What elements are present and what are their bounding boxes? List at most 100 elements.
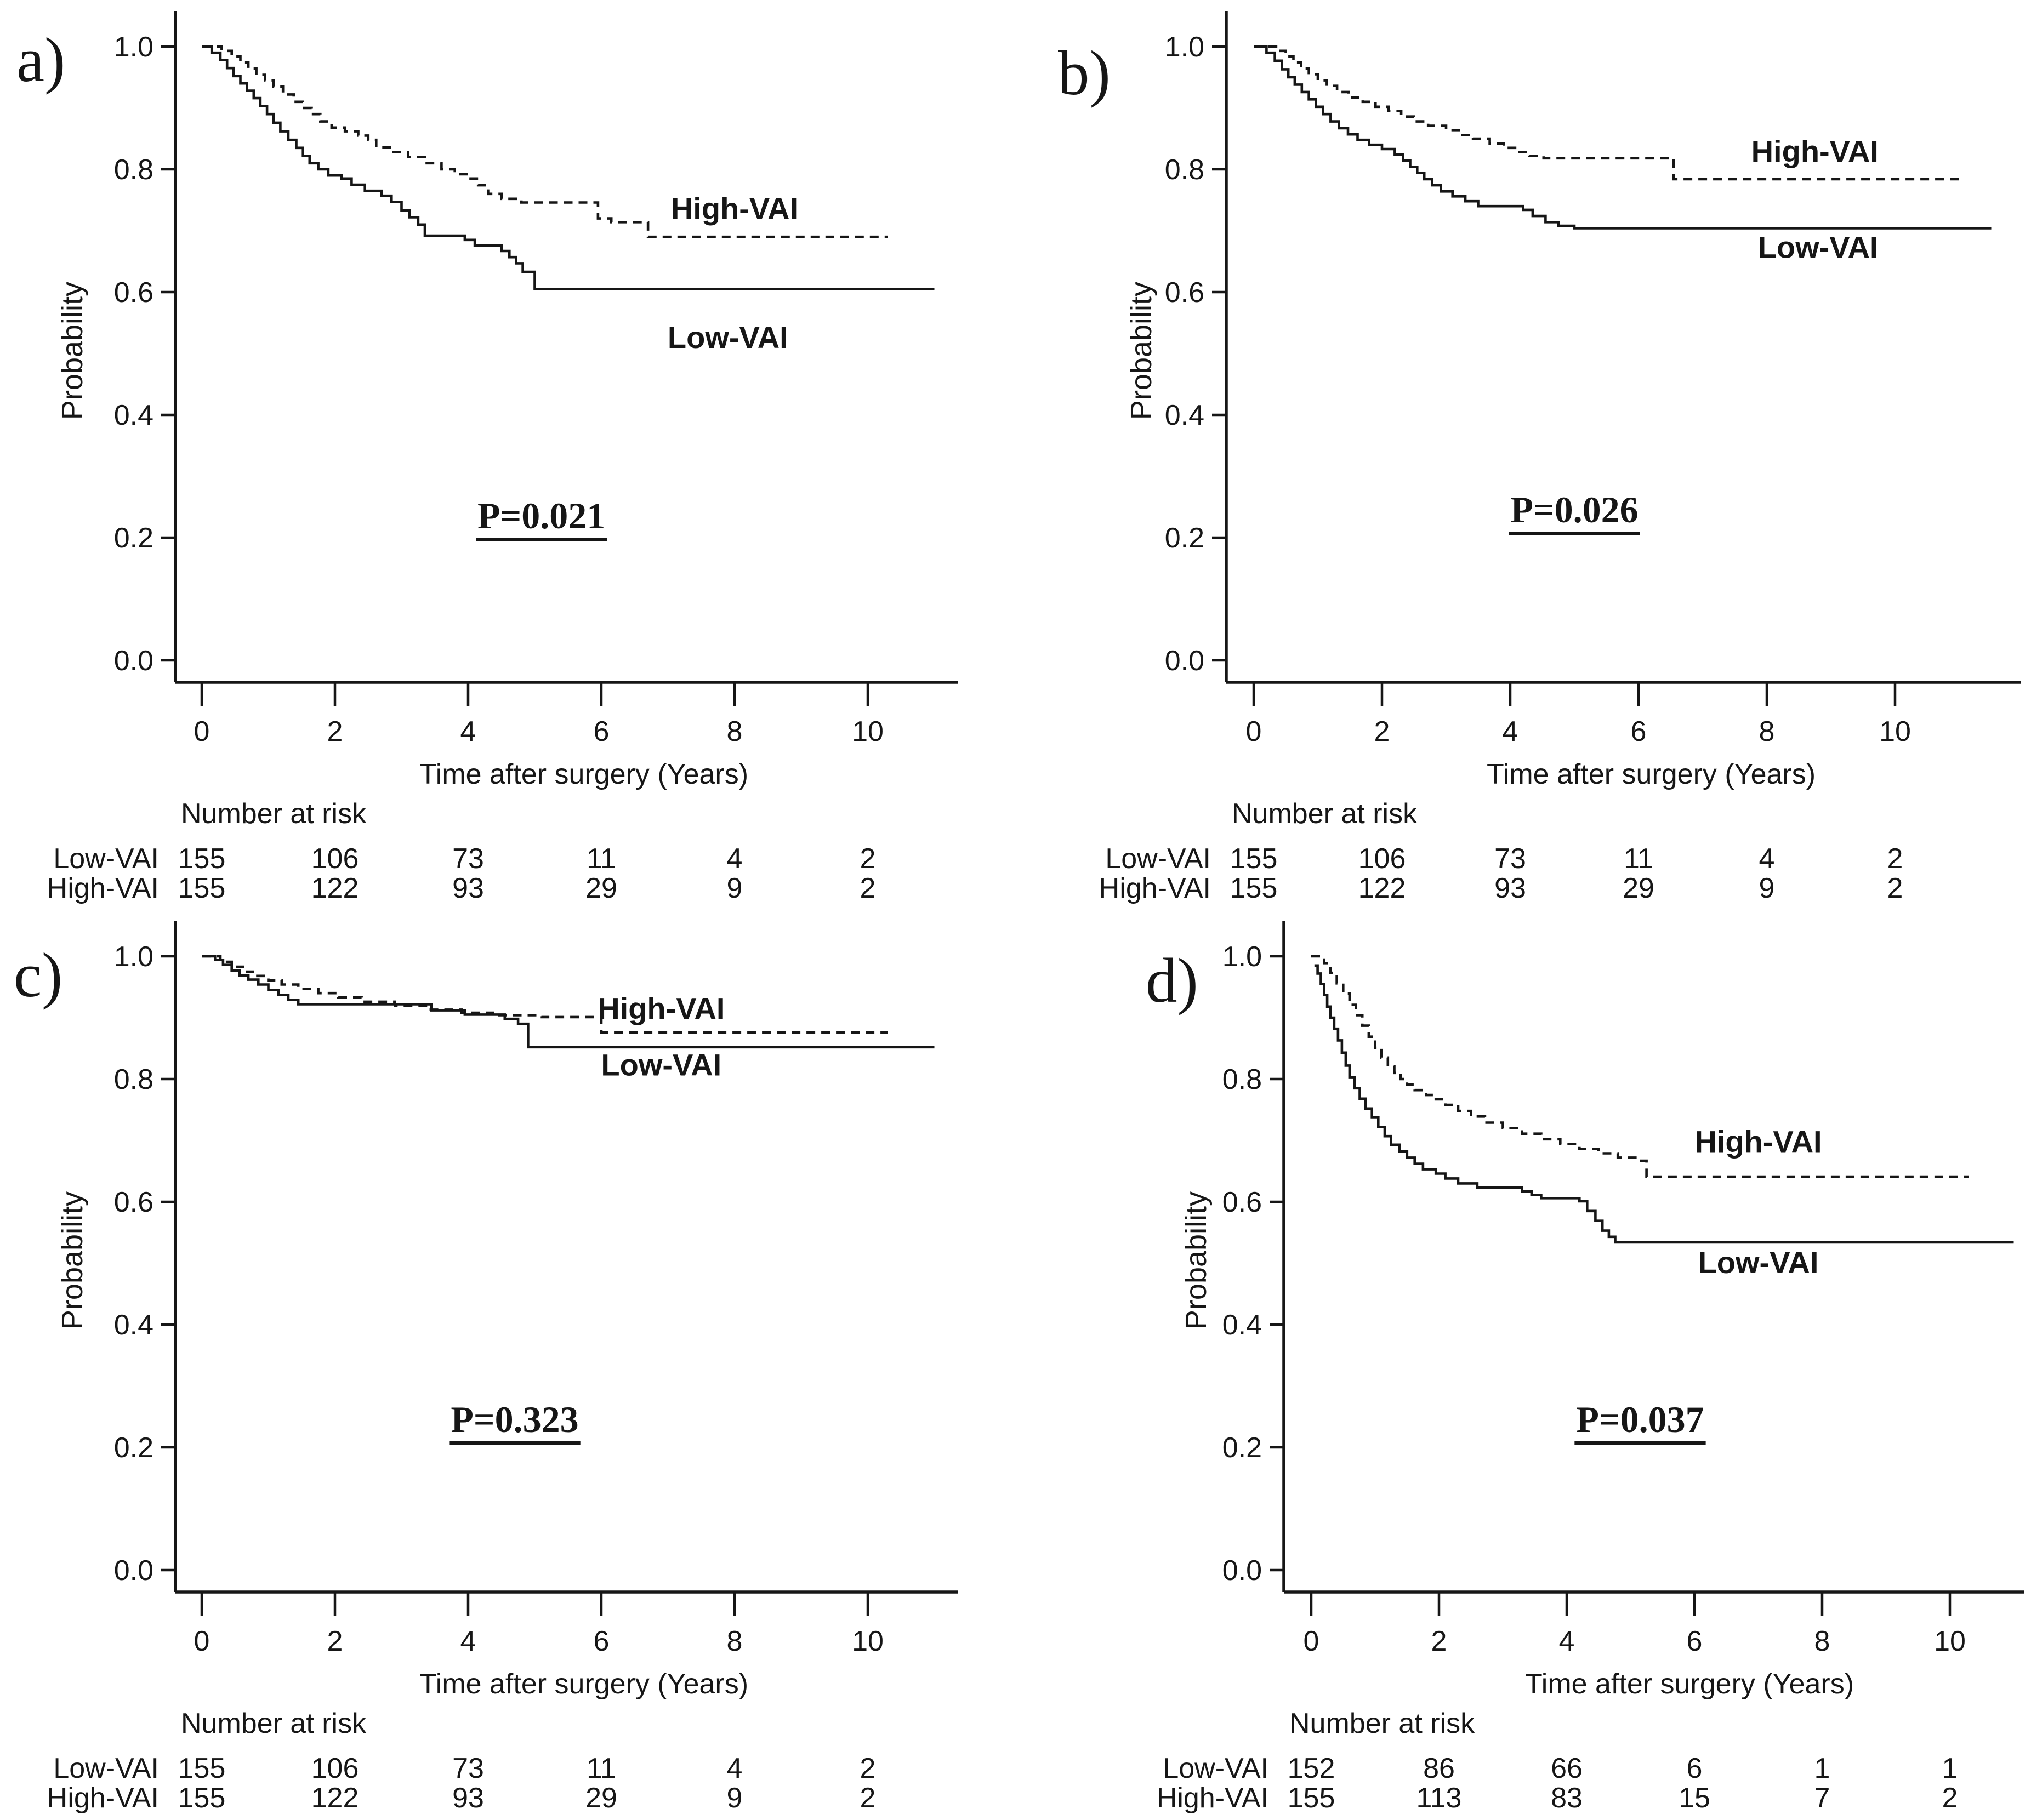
risk-value: 2 — [860, 872, 876, 904]
risk-value: 1 — [1814, 1753, 1830, 1784]
y-tick-label: 1.0 — [1165, 31, 1204, 63]
high-vai-curve — [202, 955, 888, 1034]
x-axis-title: Time after surgery (Years) — [419, 1668, 748, 1700]
x-tick-label: 0 — [1246, 716, 1262, 748]
p-value-label: P=0.323 — [451, 1399, 578, 1440]
y-tick-label: 0.8 — [114, 1064, 153, 1096]
y-tick-label: 0.2 — [114, 522, 153, 554]
x-tick-label: 10 — [1879, 716, 1911, 748]
x-tick-label: 2 — [327, 716, 343, 748]
y-tick-label: 0.2 — [1165, 522, 1204, 554]
km-plot-svg-c: c) 1.0 0.8 0.6 0.4 0.2 0.0 0 2 4 6 8 10 Probability Ti… — [14, 921, 958, 1814]
x-tick-label: 8 — [727, 716, 743, 748]
risk-value: 73 — [452, 843, 484, 875]
risk-value: 122 — [1358, 872, 1406, 904]
y-tick-label: 0.0 — [1222, 1555, 1262, 1587]
risk-value: 4 — [727, 1753, 743, 1784]
risk-value: 93 — [452, 872, 484, 904]
risk-value: 155 — [1230, 872, 1278, 904]
risk-value: 86 — [1423, 1753, 1455, 1784]
x-tick-label: 2 — [1431, 1625, 1447, 1657]
y-tick-label: 0.8 — [1222, 1064, 1262, 1096]
risk-value: 155 — [178, 843, 226, 875]
y-tick-label: 0.0 — [1165, 645, 1204, 677]
risk-row-label: Low-VAI — [1163, 1753, 1268, 1784]
risk-value: 73 — [452, 1753, 484, 1784]
risk-value: 155 — [178, 872, 226, 904]
y-tick-label: 0.0 — [114, 645, 153, 677]
risk-table-header: Number at risk — [181, 798, 367, 830]
y-axis-title: Probability — [56, 282, 89, 420]
risk-value: 93 — [452, 1782, 484, 1814]
x-axis-title: Time after surgery (Years) — [1525, 1668, 1854, 1700]
y-tick-label: 0.8 — [1165, 154, 1204, 186]
panel-letter: c) — [14, 940, 62, 1010]
risk-value: 9 — [727, 872, 743, 904]
risk-table-header: Number at risk — [1289, 1708, 1475, 1739]
low-vai-curve-label: Low-VAI — [1698, 1245, 1819, 1280]
risk-row-label: Low-VAI — [1105, 843, 1211, 875]
high-vai-curve-label: High-VAI — [598, 991, 725, 1025]
panel-letter: a) — [16, 25, 65, 95]
high-vai-curve-label: High-VAI — [1694, 1124, 1822, 1159]
risk-value: 106 — [1358, 843, 1406, 875]
high-vai-curve — [1254, 45, 1959, 181]
risk-value: 2 — [1942, 1782, 1958, 1814]
y-tick-label: 0.6 — [1222, 1186, 1262, 1218]
risk-value: 93 — [1494, 872, 1526, 904]
y-tick-label: 0.0 — [114, 1555, 153, 1587]
risk-value: 2 — [860, 843, 876, 875]
risk-value: 106 — [311, 843, 359, 875]
y-tick-label: 0.8 — [114, 154, 153, 186]
risk-row-label: Low-VAI — [53, 1753, 159, 1784]
x-tick-label: 8 — [727, 1625, 743, 1657]
panel-letter: b) — [1058, 38, 1111, 108]
y-tick-label: 1.0 — [114, 941, 153, 973]
low-vai-curve — [1254, 45, 1992, 230]
panel-d: d) 1.0 0.8 0.6 0.4 0.2 0.0 0 2 4 6 8 10 Probability Ti… — [1015, 910, 2031, 1820]
x-tick-label: 8 — [1759, 716, 1775, 748]
risk-value: 6 — [1687, 1753, 1703, 1784]
y-tick-label: 0.4 — [114, 400, 153, 431]
risk-value: 155 — [178, 1782, 226, 1814]
x-tick-label: 0 — [194, 1625, 210, 1657]
risk-value: 155 — [1288, 1782, 1335, 1814]
x-axis-title: Time after surgery (Years) — [419, 758, 748, 790]
x-tick-label: 2 — [327, 1625, 343, 1657]
x-tick-label: 6 — [594, 1625, 610, 1657]
km-plot-svg-a: a) 1.0 0.8 0.6 0.4 0.2 0.0 0 2 4 6 8 10 Probability Ti… — [16, 11, 958, 904]
y-tick-label: 0.6 — [1165, 277, 1204, 309]
panel-a: a) 1.0 0.8 0.6 0.4 0.2 0.0 0 2 4 6 8 10 Probability Ti… — [0, 0, 1015, 910]
panel-b: b) 1.0 0.8 0.6 0.4 0.2 0.0 0 2 4 6 8 10 Probability Ti… — [1015, 0, 2031, 910]
risk-value: 106 — [311, 1753, 359, 1784]
y-tick-label: 0.4 — [114, 1309, 153, 1341]
x-tick-label: 10 — [1934, 1625, 1966, 1657]
risk-value: 1 — [1942, 1753, 1958, 1784]
risk-table-header: Number at risk — [181, 1708, 367, 1739]
risk-value: 2 — [860, 1753, 876, 1784]
risk-value: 15 — [1679, 1782, 1710, 1814]
y-tick-label: 0.4 — [1165, 400, 1204, 431]
high-vai-curve-label: High-VAI — [671, 191, 798, 226]
p-value-label: P=0.021 — [477, 495, 605, 537]
x-tick-label: 6 — [1631, 716, 1647, 748]
risk-row-label: Low-VAI — [53, 843, 159, 875]
x-tick-label: 10 — [852, 716, 884, 748]
y-tick-label: 0.2 — [1222, 1432, 1262, 1464]
y-tick-label: 0.2 — [114, 1432, 153, 1464]
risk-row-label: High-VAI — [1157, 1782, 1268, 1814]
y-axis-title: Probability — [1125, 282, 1158, 420]
risk-value: 9 — [1759, 872, 1775, 904]
x-tick-label: 0 — [194, 716, 210, 748]
risk-value: 11 — [587, 843, 616, 875]
risk-value: 2 — [860, 1782, 876, 1814]
risk-value: 29 — [1623, 872, 1654, 904]
p-value-label: P=0.037 — [1576, 1399, 1704, 1440]
risk-value: 73 — [1494, 843, 1526, 875]
low-vai-curve — [202, 45, 935, 290]
low-vai-curve-label: Low-VAI — [601, 1047, 721, 1082]
risk-value: 152 — [1288, 1753, 1335, 1784]
risk-value: 7 — [1814, 1782, 1830, 1814]
